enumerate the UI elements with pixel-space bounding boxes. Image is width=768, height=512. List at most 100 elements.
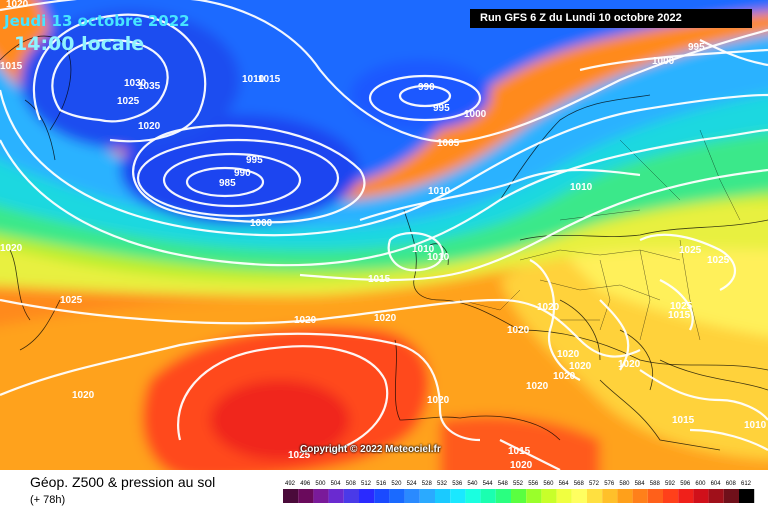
legend-swatch xyxy=(541,489,557,503)
product-title: Géop. Z500 & pression au sol xyxy=(30,474,216,490)
legend-swatch xyxy=(739,489,755,503)
legend-tick-label: 540 xyxy=(467,481,478,487)
isobar-label: 1010 xyxy=(412,244,435,255)
legend-tick-label: 496 xyxy=(300,481,311,487)
model-run-banner: Run GFS 6 Z du Lundi 10 octobre 2022 xyxy=(470,9,752,28)
isobar-label: 990 xyxy=(234,168,251,179)
forecast-local-time: 14:00 locale xyxy=(14,33,145,55)
isobar-label: 1000 xyxy=(250,218,273,229)
legend-tick-label: 548 xyxy=(498,481,509,487)
legend-tick-label: 536 xyxy=(452,481,463,487)
legend-swatch xyxy=(571,489,587,503)
isobar-label: 1020 xyxy=(553,371,576,382)
isobar-label: 995 xyxy=(246,155,263,166)
isobar-label: 1020 xyxy=(6,0,29,10)
legend-tick-label: 492 xyxy=(285,481,296,487)
isobar-label: 1020 xyxy=(374,313,397,324)
color-scale-legend: 492 496 500 504 508 512 516 520 524 528 532 536 540 5… xyxy=(283,481,755,503)
z500-color-field xyxy=(0,0,768,470)
legend-swatch xyxy=(435,489,451,503)
legend-tick-label: 568 xyxy=(574,481,585,487)
legend-tick-label: 588 xyxy=(650,481,661,487)
forecast-date: Jeudi 13 octobre 2022 xyxy=(4,12,190,30)
isobar-label: 1015 xyxy=(368,274,391,285)
isobar-label: 1025 xyxy=(117,96,140,107)
isobar-label: 1000 xyxy=(464,109,487,120)
legend-tick-label: 564 xyxy=(559,481,570,487)
legend-tick-label: 604 xyxy=(711,481,722,487)
legend-tick-label: 608 xyxy=(726,481,737,487)
isobar-label: 1035 xyxy=(138,81,161,92)
isobar-label: 990 xyxy=(418,82,435,93)
legend-tick-label: 520 xyxy=(391,481,402,487)
isobar-label: 1020 xyxy=(294,315,317,326)
legend-swatch xyxy=(511,489,527,503)
legend-tick-label: 508 xyxy=(346,481,357,487)
legend-swatch xyxy=(678,489,694,503)
isobars xyxy=(0,0,768,470)
isobar-label: 1015 xyxy=(508,446,531,457)
legend-swatch xyxy=(465,489,481,503)
legend-swatch xyxy=(313,489,329,503)
legend-swatch xyxy=(663,489,679,503)
legend-swatch xyxy=(602,489,618,503)
isobar-label: 995 xyxy=(688,42,705,53)
legend-tick-label: 600 xyxy=(695,481,706,487)
legend-tick-label: 500 xyxy=(315,481,326,487)
isobar-label: 1010 xyxy=(242,74,265,85)
legend-swatch xyxy=(617,489,633,503)
legend-tick-label: 532 xyxy=(437,481,448,487)
legend-swatch xyxy=(526,489,542,503)
legend-tick-label: 580 xyxy=(619,481,630,487)
legend-swatch xyxy=(374,489,390,503)
legend-tick-label: 516 xyxy=(376,481,387,487)
legend-swatch xyxy=(693,489,709,503)
legend-tick-label: 596 xyxy=(680,481,691,487)
legend-tick-label: 560 xyxy=(543,481,554,487)
legend-tick-label: 556 xyxy=(528,481,539,487)
legend-tick-label: 528 xyxy=(422,481,433,487)
legend-tick-label: 612 xyxy=(741,481,752,487)
isobar-label: 1010 xyxy=(428,186,451,197)
isobar-label: 1020 xyxy=(72,390,95,401)
legend-swatch xyxy=(298,489,314,503)
legend-swatch xyxy=(450,489,466,503)
isobar-labels: 1020 1015 1030 1035 1025 1020 1010 1015 … xyxy=(0,0,767,470)
legend-tick-label: 524 xyxy=(407,481,418,487)
legend-tick-label: 552 xyxy=(513,481,524,487)
legend-swatch xyxy=(587,489,603,503)
isobar-label: 1020 xyxy=(526,381,549,392)
isobar-label: 1020 xyxy=(557,349,580,360)
isobar-label: 1025 xyxy=(60,295,83,306)
legend-tick-label: 576 xyxy=(604,481,615,487)
isobar-label: 1000 xyxy=(652,56,675,67)
legend-swatch xyxy=(328,489,344,503)
isobar-label: 1010 xyxy=(744,420,767,431)
legend-swatch xyxy=(632,489,648,503)
legend-tick-label: 584 xyxy=(635,481,646,487)
isobar-label: 1015 xyxy=(672,415,695,426)
legend-tick-label: 544 xyxy=(483,481,494,487)
isobar-label: 1015 xyxy=(668,310,691,321)
forecast-lead-time: (+ 78h) xyxy=(30,494,66,506)
legend-tick-label: 572 xyxy=(589,481,600,487)
legend-swatch xyxy=(343,489,359,503)
geopotential-map: 1020 1015 1030 1035 1025 1020 1010 1015 … xyxy=(0,0,768,470)
isobar-label: 1020 xyxy=(138,121,161,132)
borders xyxy=(459,129,741,341)
isobar-label: 1020 xyxy=(537,302,560,313)
isobar-label: 1015 xyxy=(258,74,281,85)
isobar-label: 1025 xyxy=(670,301,693,312)
legend-swatch xyxy=(419,489,435,503)
copyright-notice: Copyright © 2022 Meteociel.fr xyxy=(300,444,441,455)
legend-swatch xyxy=(708,489,724,503)
legend-swatch xyxy=(647,489,663,503)
isobar-label: 1025 xyxy=(679,245,702,256)
isobar-label: 1010 xyxy=(427,252,450,263)
legend-tick-label: 592 xyxy=(665,481,676,487)
legend-swatch xyxy=(723,489,739,503)
isobar-label: 1025 xyxy=(707,255,730,266)
isobar-label: 1025 xyxy=(288,450,311,461)
isobar-label: 1020 xyxy=(510,460,533,470)
